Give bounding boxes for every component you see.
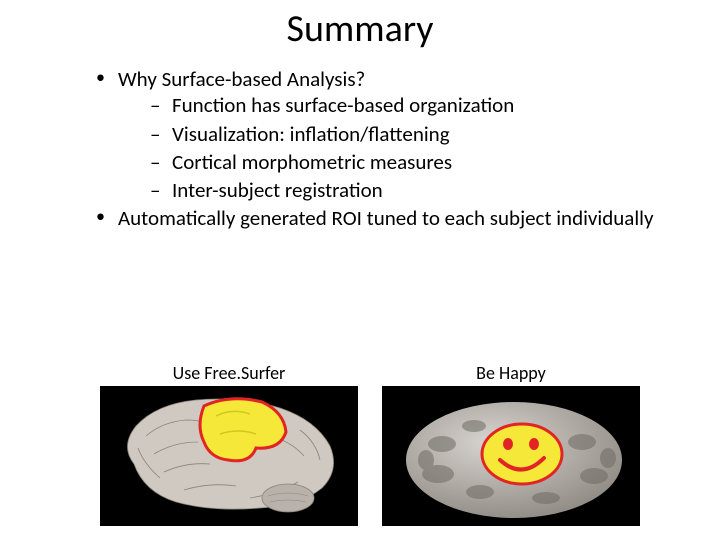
bullet-text: Why Surface-based Analysis? xyxy=(118,66,365,92)
slide: Summary Why Surface-based Analysis? Func… xyxy=(0,6,720,546)
caption-right: Be Happy xyxy=(476,362,546,384)
sub-item: Function has surface-based organization xyxy=(146,92,670,118)
image-right-col: Be Happy xyxy=(382,362,640,526)
bullet-text: Automatically generated ROI tuned to eac… xyxy=(118,205,654,231)
sub-item: Visualization: inflation/flattening xyxy=(146,121,670,147)
images-row: Use Free.Surfer xyxy=(100,362,650,526)
sub-item: Cortical morphometric measures xyxy=(146,149,670,175)
sub-item: Inter-subject registration xyxy=(146,177,670,203)
bullet-item: Automatically generated ROI tuned to eac… xyxy=(90,205,670,231)
caption-left: Use Free.Surfer xyxy=(173,362,286,384)
brain-image-right xyxy=(382,386,640,526)
bullet-list: Why Surface-based Analysis? Function has… xyxy=(90,66,670,232)
sub-list: Function has surface-based organization … xyxy=(146,92,670,203)
content-area: Why Surface-based Analysis? Function has… xyxy=(0,66,720,232)
brain-svg-right xyxy=(382,386,640,526)
brain-image-left xyxy=(100,386,358,526)
image-left-col: Use Free.Surfer xyxy=(100,362,358,526)
bullet-item: Why Surface-based Analysis? Function has… xyxy=(90,66,670,203)
brain-svg-left xyxy=(100,386,358,526)
slide-title: Summary xyxy=(0,6,720,52)
